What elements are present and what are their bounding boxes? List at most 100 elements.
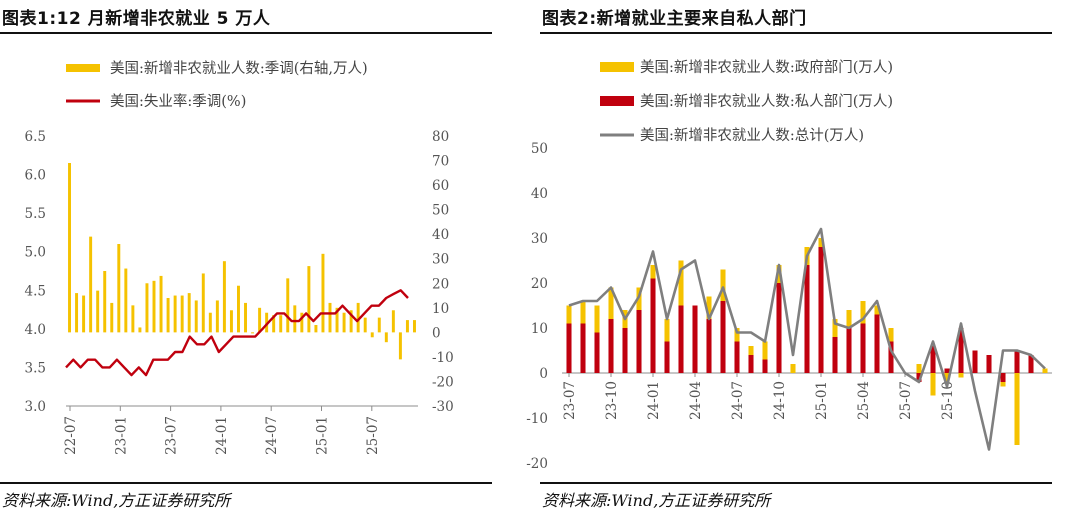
y-left-tick-label: 6.5: [25, 129, 46, 145]
chart-title-left: 图表1:12 月新增非农就业 5 万人: [2, 9, 271, 29]
bar-payrolls: [103, 271, 107, 333]
x-tick-label: 23-07: [562, 381, 578, 420]
bar-payrolls: [138, 327, 142, 333]
bar-private: [832, 337, 838, 373]
chart-panel-right: 图表2:新增就业主要来自私人部门 美国:新增非农就业人数:政府部门(万人) 美国:…: [526, 0, 1080, 514]
bar-private: [888, 341, 894, 373]
bar-government: [650, 265, 656, 279]
bar-private: [874, 314, 880, 373]
bar-government: [888, 328, 894, 342]
legend-label-total: 美国:新增非农就业人数:总计(万人): [640, 127, 864, 144]
bar-payrolls: [187, 293, 191, 333]
bar-government: [930, 373, 936, 396]
y-right-tick-label: 20: [432, 276, 449, 292]
bar-payrolls: [124, 268, 128, 333]
y-left-tick-label: 3.5: [25, 360, 46, 376]
bar-payrolls: [258, 307, 262, 333]
bar-payrolls: [328, 302, 332, 333]
bar-government: [846, 310, 852, 328]
bar-private: [622, 328, 628, 373]
bar-private: [636, 310, 642, 373]
bar-private: [930, 346, 936, 373]
bar-government: [706, 296, 712, 319]
x-tick-label: 24-04: [688, 381, 704, 420]
bar-payrolls: [244, 302, 247, 333]
chart-right-svg: 美国:新增非农就业人数:政府部门(万人) 美国:新增非农就业人数:私人部门(万人)…: [526, 59, 1052, 472]
title-rule-left: [0, 32, 492, 34]
bar-government: [566, 305, 572, 324]
bar-payrolls: [251, 332, 255, 334]
y-left-tick-label: 3.0: [25, 399, 46, 415]
legend-swatch-payrolls: [66, 64, 100, 72]
bar-payrolls: [363, 317, 367, 333]
x-tick-label: 24-07: [264, 416, 280, 455]
bar-payrolls: [215, 300, 219, 333]
y-tick-label: 30: [531, 231, 548, 247]
bar-government: [860, 301, 866, 324]
bar-payrolls: [110, 302, 114, 333]
bar-government: [958, 373, 964, 378]
y-tick-label: -10: [526, 411, 548, 427]
bar-private: [608, 319, 614, 373]
y-right-tick-label: 0: [432, 325, 441, 341]
source-rule-right: [540, 482, 1052, 484]
bar-payrolls: [89, 236, 93, 333]
bar-private: [566, 323, 572, 373]
x-tick-label: 25-10: [940, 381, 956, 420]
y-tick-label: 20: [531, 276, 548, 292]
bar-payrolls: [405, 320, 409, 333]
bar-payrolls: [279, 315, 283, 333]
bar-payrolls: [314, 325, 318, 333]
source-note-right: 资料来源:Wind,方正证券研究所: [542, 491, 771, 510]
bar-private: [650, 278, 656, 373]
y-right-tick-label: 60: [432, 178, 449, 194]
bar-payrolls: [342, 312, 346, 333]
bar-government: [944, 373, 950, 382]
x-tick-label: 25-07: [898, 381, 914, 420]
bar-private: [846, 328, 852, 373]
bar-private: [860, 323, 866, 373]
bar-payrolls: [173, 295, 177, 333]
bar-payrolls: [377, 317, 381, 333]
bar-private: [762, 359, 768, 373]
bar-private: [580, 323, 586, 373]
bar-payrolls: [166, 298, 170, 333]
source-rule-left: [0, 482, 492, 484]
bar-payrolls: [335, 307, 339, 333]
bar-government: [818, 238, 824, 247]
bar-government: [608, 287, 614, 319]
bar-government: [832, 319, 838, 337]
bar-payrolls: [145, 283, 149, 333]
bar-payrolls: [321, 253, 325, 333]
bar-payrolls: [229, 310, 233, 333]
bar-private: [594, 332, 600, 373]
line-unemployment: [65, 289, 409, 377]
x-tick-label: 22-07: [63, 416, 79, 455]
bar-payrolls: [300, 312, 304, 333]
bar-private: [706, 319, 712, 373]
legend-label-government: 美国:新增非农就业人数:政府部门(万人): [640, 59, 893, 76]
bar-payrolls: [131, 305, 135, 333]
y-right-tick-label: -20: [432, 374, 454, 390]
x-tick-label: 25-04: [856, 381, 872, 420]
y-right-tick-label: -30: [432, 399, 454, 415]
y-left-tick-label: 6.0: [25, 168, 46, 184]
x-tick-label: 25-07: [365, 416, 381, 455]
x-tick-label: 24-07: [730, 381, 746, 420]
bar-private: [748, 355, 754, 373]
bar-private: [972, 350, 978, 373]
bar-payrolls: [349, 310, 353, 333]
bar-payrolls: [194, 300, 198, 333]
y-right-tick-label: 40: [432, 227, 449, 243]
legend-label-unemployment: 美国:失业率:季调(%): [110, 93, 246, 110]
bar-payrolls: [82, 295, 86, 333]
y-left-tick-label: 4.5: [25, 283, 46, 299]
bar-private: [678, 305, 684, 373]
bar-payrolls: [117, 244, 121, 333]
bar-private: [804, 265, 810, 373]
bar-government: [1042, 368, 1048, 373]
bar-payrolls: [307, 266, 311, 333]
x-tick-label: 23-10: [604, 381, 620, 420]
y-tick-label: 0: [539, 366, 548, 382]
x-tick-label: 25-01: [315, 416, 331, 455]
